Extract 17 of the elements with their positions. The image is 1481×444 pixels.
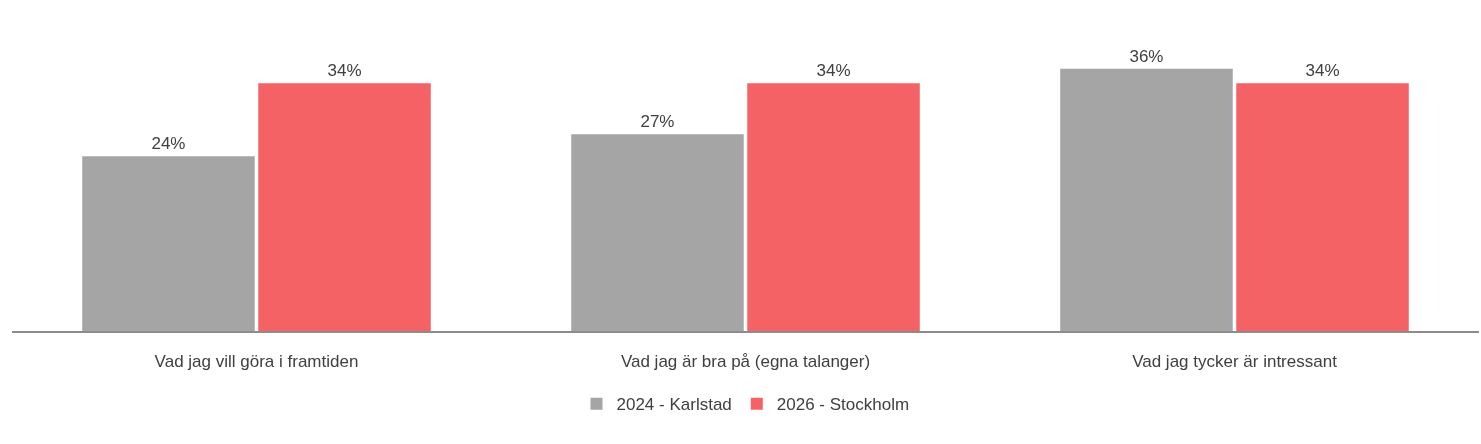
bar [747, 83, 920, 331]
legend-label: 2024 - Karlstad [616, 395, 732, 415]
bar [571, 134, 744, 331]
bar [258, 83, 431, 331]
x-tick-label: Vad jag är bra på (egna talanger) [620, 352, 871, 372]
bar [1060, 68, 1233, 331]
bar [1236, 83, 1409, 331]
data-label: 36% [1129, 46, 1164, 66]
legend-label: 2026 - Stockholm [776, 395, 910, 415]
data-label: 34% [816, 61, 851, 81]
x-tick-label: Vad jag vill göra i framtiden [154, 352, 359, 372]
bar [82, 156, 255, 331]
data-label: 24% [151, 134, 186, 154]
data-label: 34% [1305, 61, 1340, 81]
data-label: 34% [327, 61, 362, 81]
data-label: 27% [640, 112, 675, 132]
x-tick-label: Vad jag tycker är intressant [1132, 352, 1338, 372]
